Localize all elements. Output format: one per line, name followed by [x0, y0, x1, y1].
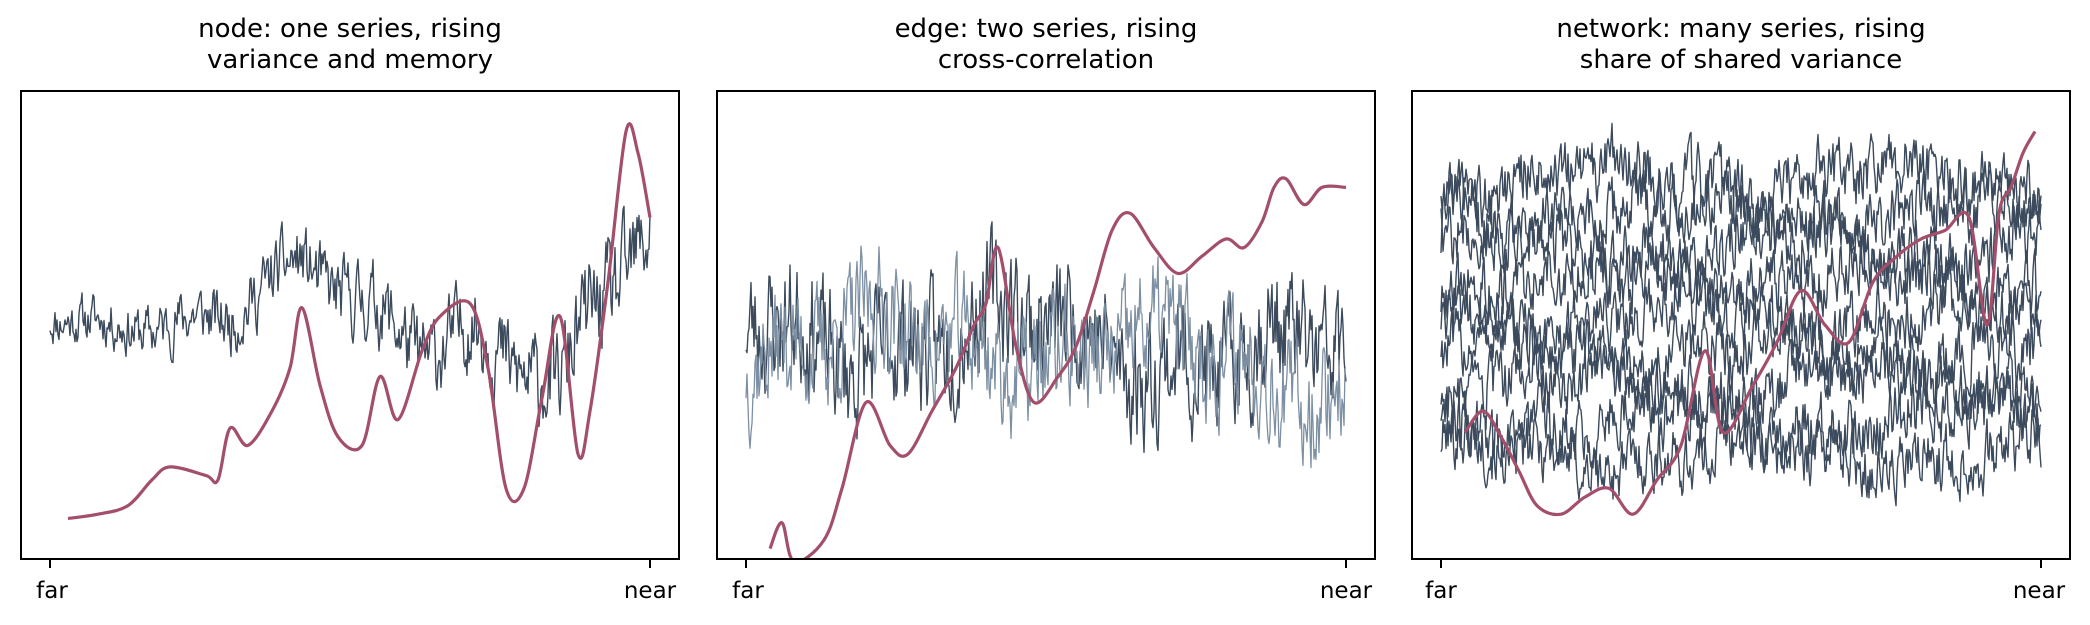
chart-title-line-1: node: one series, rising [198, 14, 502, 44]
x-tick-label-far: far [36, 578, 68, 604]
x-tick-label-near: near [623, 578, 677, 604]
series-line-dark-4 [1440, 255, 2042, 376]
series-line-accent-9 [1463, 130, 2037, 517]
series-line-dark-8 [1440, 122, 2042, 239]
panel-network: network: many series, rising share of sh… [1411, 0, 2071, 625]
panel-node: node: one series, rising variance and me… [20, 0, 680, 625]
series-line-accent-2 [768, 176, 1347, 558]
series-line-dark-7 [1440, 156, 2042, 275]
chart-title-line-1: network: many series, rising [1556, 14, 1926, 44]
series-line-dark-0 [1440, 393, 2042, 507]
chart-svg [716, 90, 1376, 568]
chart-title: network: many series, rising share of sh… [1411, 14, 2071, 76]
plot-area [716, 90, 1376, 568]
chart-svg [20, 90, 680, 568]
plot-area [1411, 90, 2071, 568]
plot-area [20, 90, 680, 568]
x-tick-label-near: near [2012, 578, 2066, 604]
chart-title-line-2: cross-correlation [937, 45, 1155, 75]
plot-frame [20, 90, 680, 560]
series-line-dark-0 [49, 205, 651, 428]
chart-title-line-1: edge: two series, rising [894, 14, 1198, 44]
plot-frame [1411, 90, 2071, 560]
series-line-dark-5 [1440, 235, 2042, 332]
x-tick-label-far: far [732, 578, 764, 604]
x-tick-label-far: far [1425, 578, 1457, 604]
chart-title-line-2: variance and memory [206, 45, 493, 75]
series-line-light-1 [745, 245, 1347, 469]
series-line-dark-0 [745, 221, 1347, 453]
chart-title: node: one series, rising variance and me… [20, 14, 680, 76]
panel-edge: edge: two series, rising cross-correlati… [716, 0, 1376, 625]
x-tick-label-near: near [1319, 578, 1373, 604]
chart-title: edge: two series, rising cross-correlati… [716, 14, 1376, 76]
plot-frame [716, 90, 1376, 560]
series-line-accent-1 [67, 122, 652, 521]
chart-title-line-2: share of shared variance [1579, 45, 1903, 75]
chart-svg [1411, 90, 2071, 568]
series-line-dark-6 [1440, 187, 2042, 304]
